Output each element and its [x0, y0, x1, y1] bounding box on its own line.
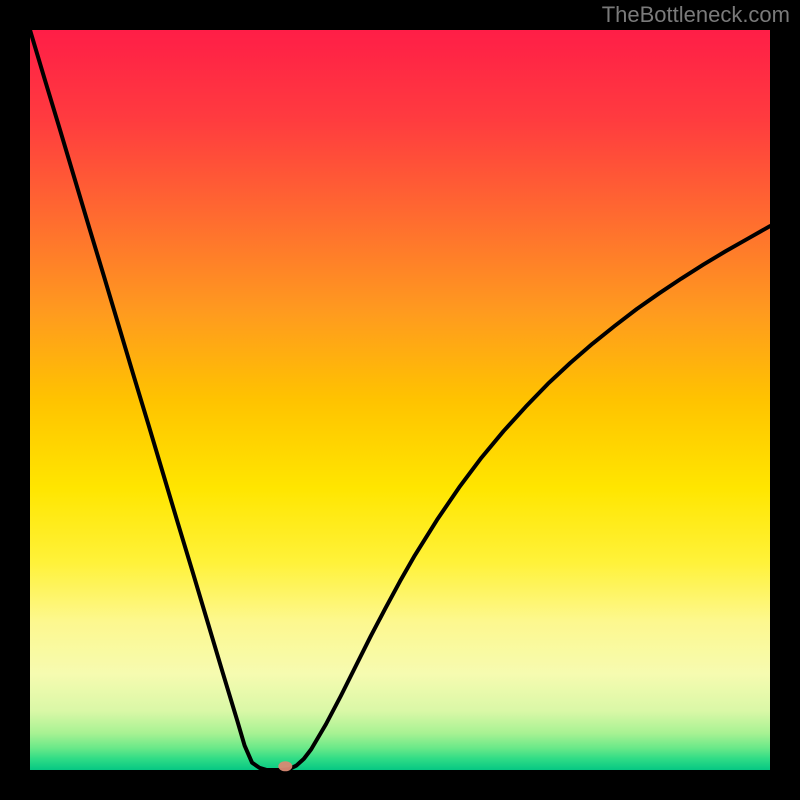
watermark-text: TheBottleneck.com	[602, 2, 790, 28]
chart-svg	[0, 0, 800, 800]
optimal-marker	[278, 761, 292, 771]
chart-container	[0, 0, 800, 800]
